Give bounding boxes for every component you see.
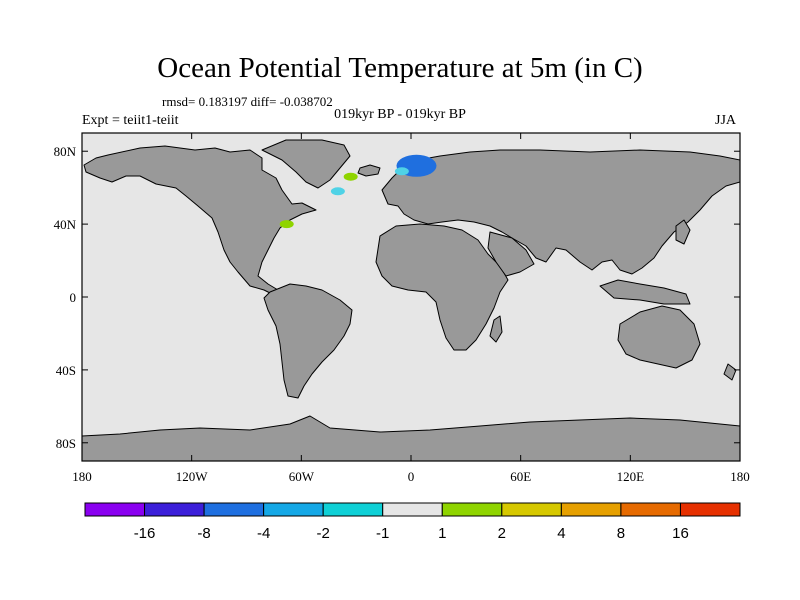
land-greenland xyxy=(261,139,351,189)
colorbar-box-6 xyxy=(441,502,503,517)
colorbar-box-8 xyxy=(560,502,622,517)
y-tick-label: 40S xyxy=(56,363,76,378)
colorbar-label: -2 xyxy=(317,525,330,542)
colorbar-label: 1 xyxy=(438,525,446,542)
colorbar-label: 4 xyxy=(557,525,565,542)
x-tick-label: 60W xyxy=(289,469,315,484)
colorbar-box-7 xyxy=(501,502,562,517)
y-tick-label: 40N xyxy=(54,217,77,232)
land-japan xyxy=(675,219,691,245)
y-tick-label: 0 xyxy=(70,290,77,305)
land-australia xyxy=(617,305,701,369)
rmsd-diff-stats: rmsd= 0.183197 diff= -0.038702 xyxy=(162,94,333,109)
colorbar-label: -4 xyxy=(257,525,270,542)
colorbar-box-0 xyxy=(84,502,146,517)
colorbar-box-3 xyxy=(263,502,324,517)
land-africa xyxy=(375,223,509,351)
colorbar-box-4 xyxy=(322,502,384,517)
land-south-america xyxy=(263,283,353,399)
land-eurasia xyxy=(381,149,740,275)
y-tick-label: 80N xyxy=(54,144,77,159)
colorbar-label: 8 xyxy=(617,525,625,542)
land-indonesia xyxy=(599,279,691,305)
colorbar-label: -8 xyxy=(197,525,210,542)
colorbar-label: -16 xyxy=(134,525,156,542)
x-tick-label: 0 xyxy=(408,469,415,484)
land-iceland xyxy=(357,164,381,177)
plot-title: Ocean Potential Temperature at 5m (in C) xyxy=(157,52,643,84)
season-label: JJA xyxy=(715,113,737,128)
period-subtitle: 019kyr BP - 019kyr BP xyxy=(334,107,466,122)
land-antarctica xyxy=(82,415,740,461)
x-tick-label: 120E xyxy=(617,469,645,484)
colorbar-label: -1 xyxy=(376,525,389,542)
anomaly-patch-1 xyxy=(394,167,409,176)
colorbar-box-5 xyxy=(382,502,443,517)
land-new-zealand xyxy=(723,363,737,381)
colorbar-box-2 xyxy=(203,502,265,517)
land-arabia xyxy=(487,231,535,277)
land-north-america xyxy=(83,145,317,297)
colorbar-label: 16 xyxy=(672,525,689,542)
anomaly-patch-3 xyxy=(330,187,345,196)
x-tick-label: 180 xyxy=(72,469,92,484)
x-tick-label: 60E xyxy=(510,469,531,484)
anomaly-patch-2 xyxy=(343,172,358,181)
experiment-label: Expt = teiit1-teiit xyxy=(82,113,179,128)
y-tick-label: 80S xyxy=(56,436,76,451)
colorbar-box-1 xyxy=(144,502,205,517)
x-tick-label: 120W xyxy=(176,469,209,484)
anomaly-patch-4 xyxy=(279,220,294,229)
colorbar-label: 2 xyxy=(498,525,506,542)
x-tick-label: 180 xyxy=(730,469,750,484)
land-madagascar xyxy=(489,315,503,343)
colorbar-box-10 xyxy=(679,502,741,517)
colorbar-box-9 xyxy=(620,502,681,517)
